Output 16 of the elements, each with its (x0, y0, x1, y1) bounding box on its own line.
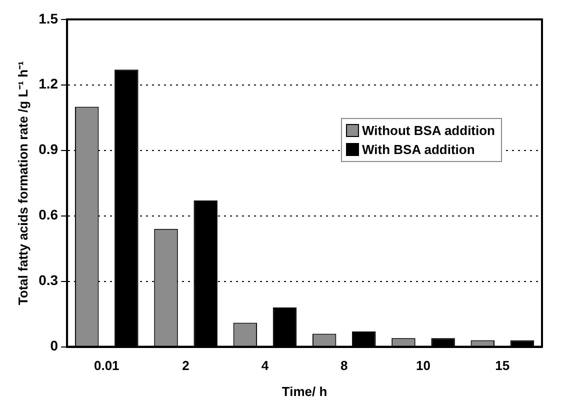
x-tick-label: 10 (416, 358, 430, 374)
x-axis-title: Time/ h (282, 384, 328, 399)
x-tick-label: 4 (261, 358, 270, 374)
x-tick-label: 2 (182, 358, 190, 374)
x-tick-label: 0.01 (94, 358, 120, 374)
y-tick-label: 0.6 (38, 206, 58, 223)
x-tick-label: 15 (495, 358, 510, 374)
y-tick-label: 0.9 (38, 141, 58, 158)
legend-label: With BSA addition (362, 140, 475, 159)
y-tick-label: 1.2 (38, 76, 58, 92)
y-tick-label: 0 (50, 338, 58, 354)
y-tick-label: 0.3 (38, 272, 58, 288)
y-tick-label: 1.5 (38, 10, 58, 26)
x-tick-label: 8 (340, 358, 348, 374)
y-axis-title: Total fatty acids formation rate /g L⁻¹ h⁻¹ (15, 61, 30, 306)
legend-label: Without BSA addition (362, 122, 495, 140)
